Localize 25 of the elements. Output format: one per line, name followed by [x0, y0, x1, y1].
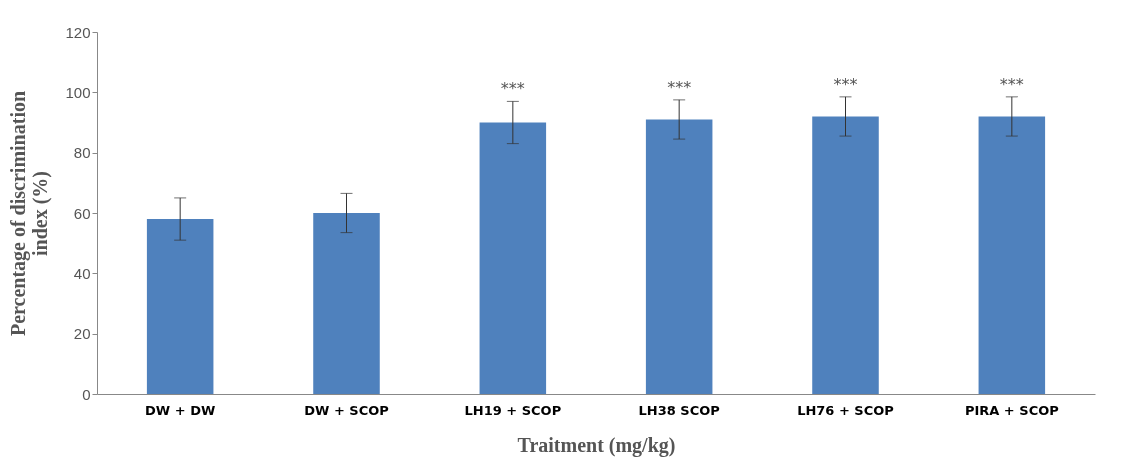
bar	[978, 116, 1046, 394]
annotation: ***	[833, 74, 858, 94]
x-tick-label: PIRA + SCOP	[964, 402, 1059, 418]
x-tick-label: LH76 + SCOP	[797, 402, 894, 418]
y-tick-label: 80	[73, 144, 91, 162]
annotation: ***	[667, 77, 692, 97]
bar	[313, 213, 380, 394]
x-tick-label: LH38 SCOP	[638, 402, 720, 418]
y-tick-label: 100	[65, 83, 91, 101]
y-tick-label: 60	[73, 204, 91, 222]
bar	[146, 219, 214, 394]
annotation: ***	[500, 79, 525, 99]
y-tick-label: 40	[73, 264, 91, 282]
y-tick-label: 20	[73, 325, 91, 343]
y-tick-label: 120	[65, 23, 91, 41]
annotation: ***	[999, 74, 1024, 94]
x-tick-label: LH19 + SCOP	[464, 402, 562, 418]
y-tick-label: 0	[82, 385, 91, 403]
x-axis-title: Traitment (mg/kg)	[517, 433, 676, 457]
bar	[479, 122, 547, 394]
bar	[645, 119, 713, 394]
x-tick-label: DW + DW	[145, 402, 216, 418]
x-tick-label: DW + SCOP	[304, 402, 389, 418]
y-axis-title: Percentage of discrimination index (%)	[7, 90, 53, 337]
bar	[812, 116, 879, 394]
